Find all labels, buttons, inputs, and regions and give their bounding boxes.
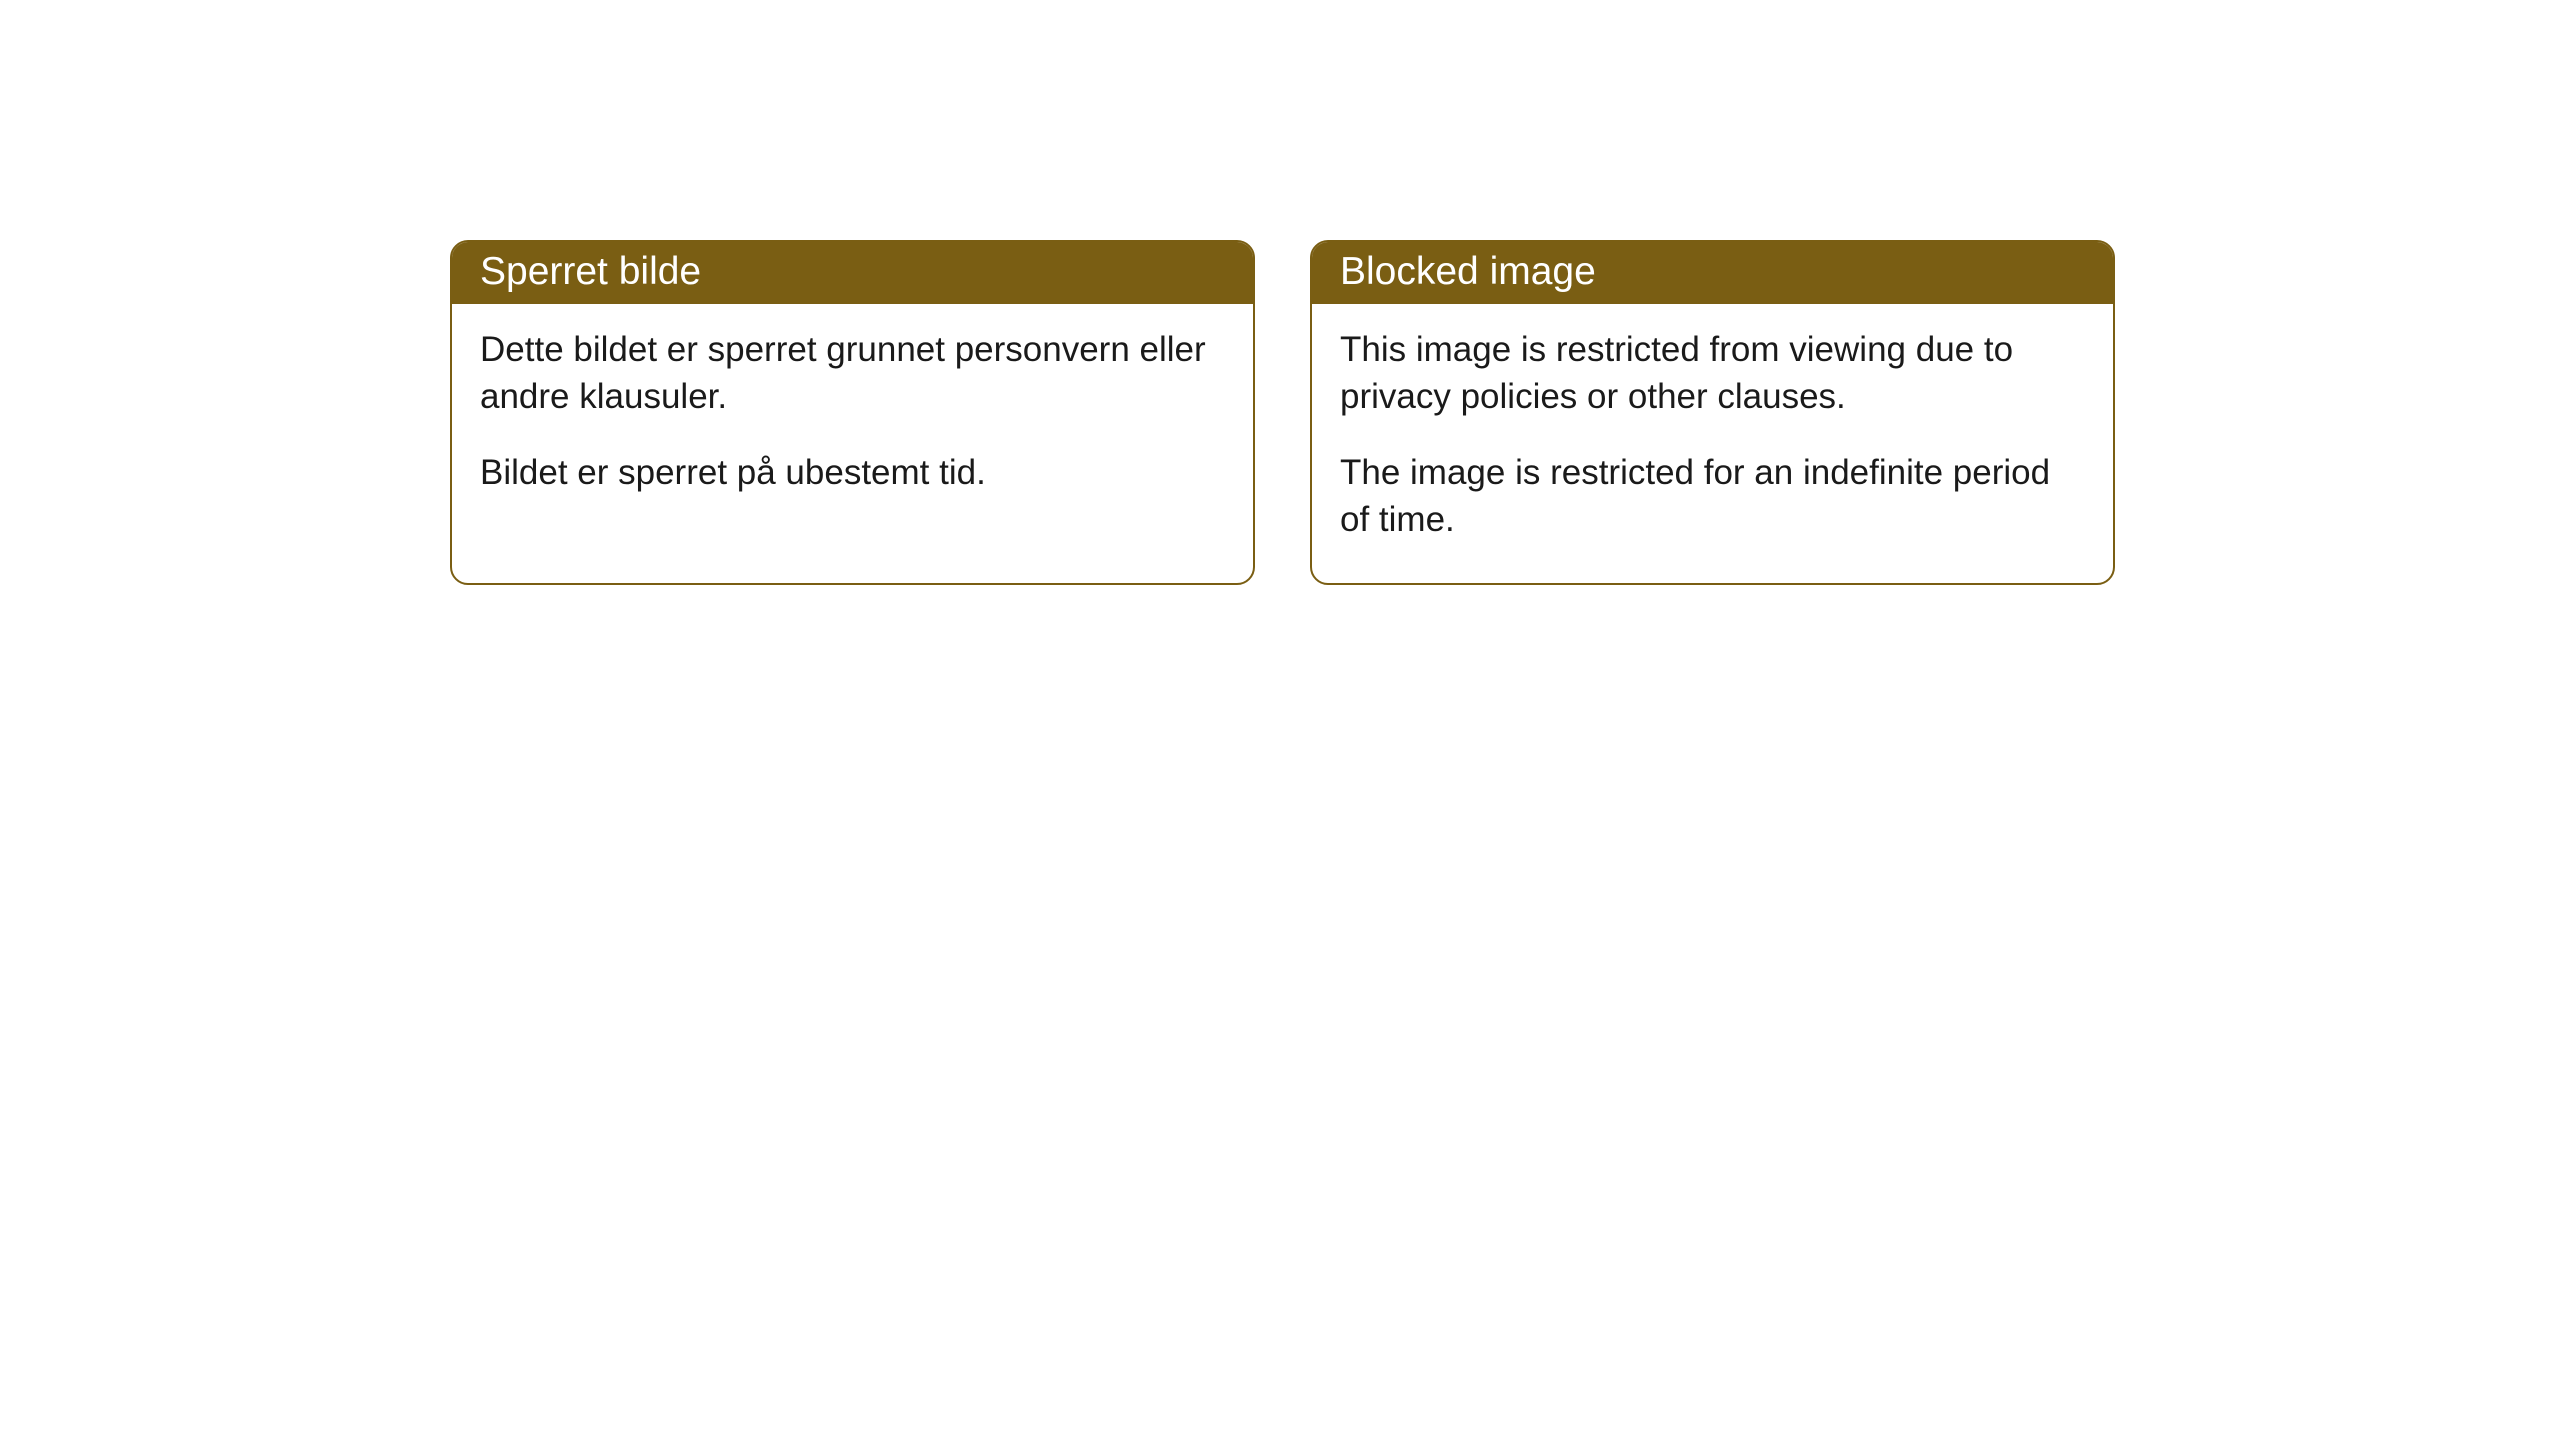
card-paragraph: The image is restricted for an indefinit… <box>1340 449 2085 544</box>
notice-cards-row: Sperret bilde Dette bildet er sperret gr… <box>0 0 2560 585</box>
card-paragraph: Bildet er sperret på ubestemt tid. <box>480 449 1225 496</box>
card-title: Blocked image <box>1340 250 1596 293</box>
notice-card-norwegian: Sperret bilde Dette bildet er sperret gr… <box>450 240 1255 585</box>
card-paragraph: This image is restricted from viewing du… <box>1340 326 2085 421</box>
card-header: Blocked image <box>1312 242 2113 304</box>
card-title: Sperret bilde <box>480 250 701 293</box>
card-body: Dette bildet er sperret grunnet personve… <box>452 304 1253 536</box>
card-header: Sperret bilde <box>452 242 1253 304</box>
card-body: This image is restricted from viewing du… <box>1312 304 2113 583</box>
notice-card-english: Blocked image This image is restricted f… <box>1310 240 2115 585</box>
card-paragraph: Dette bildet er sperret grunnet personve… <box>480 326 1225 421</box>
